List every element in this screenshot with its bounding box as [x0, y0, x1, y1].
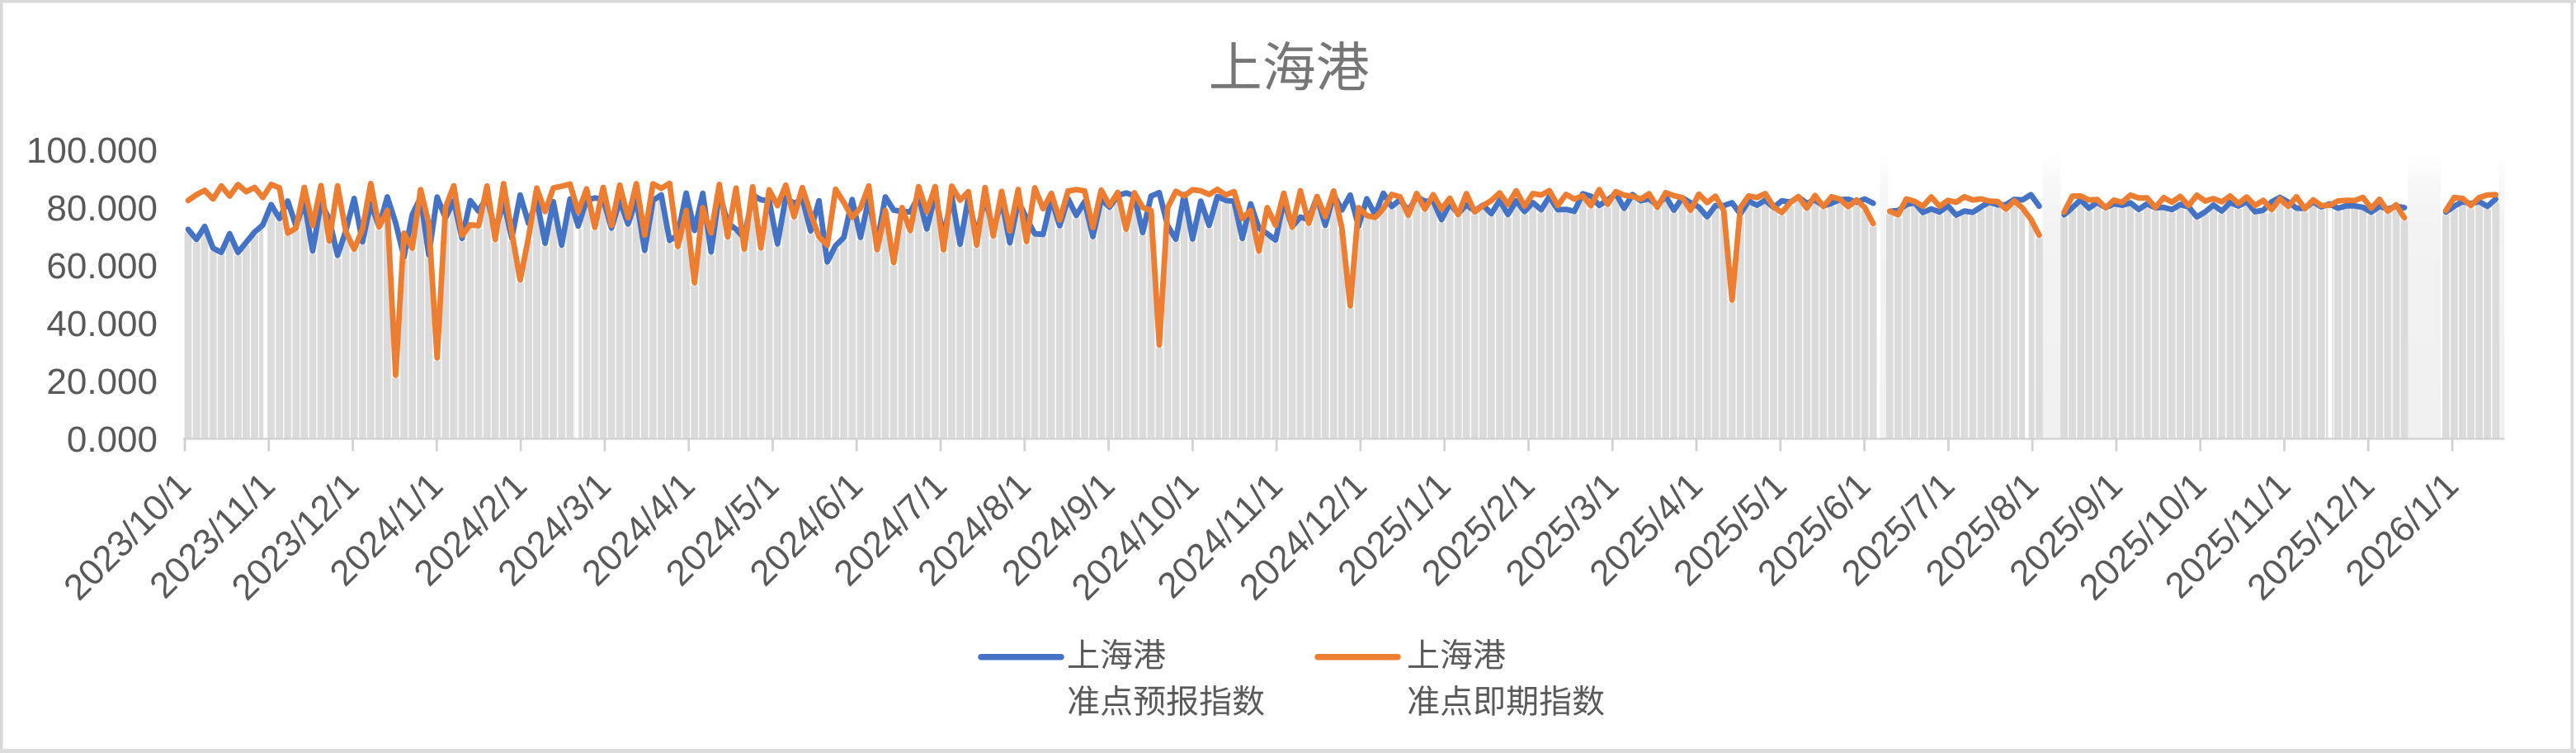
- svg-text:20.000: 20.000: [46, 362, 158, 402]
- svg-text:80.000: 80.000: [46, 188, 158, 229]
- svg-text:60.000: 60.000: [46, 246, 158, 287]
- svg-text:0.000: 0.000: [67, 419, 158, 460]
- svg-text:100.000: 100.000: [26, 130, 158, 171]
- svg-text:40.000: 40.000: [46, 304, 158, 344]
